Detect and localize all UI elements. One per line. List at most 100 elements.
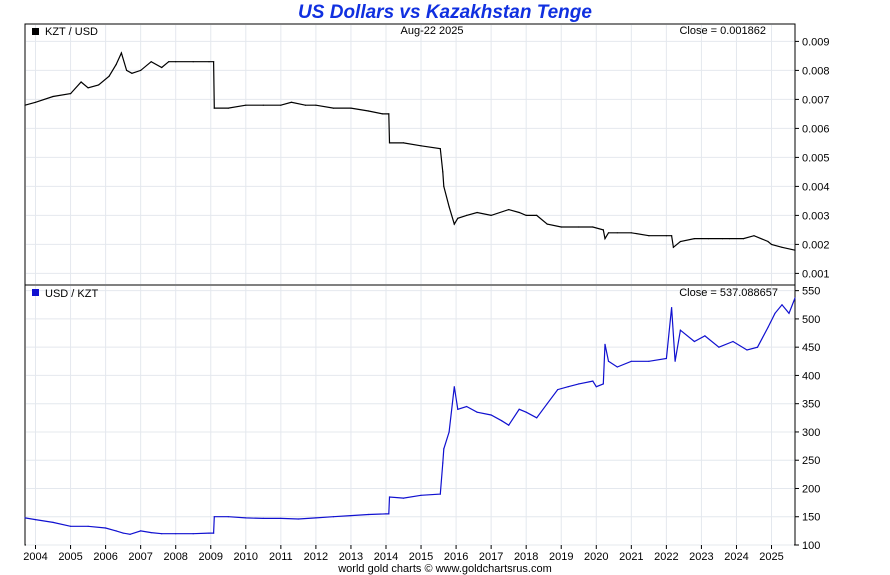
usd-kzt-data-point — [245, 517, 247, 519]
y-tick-label: 0.001 — [802, 268, 830, 280]
kzt-usd-data-point — [457, 217, 459, 219]
kzt-usd-data-point — [604, 238, 606, 240]
usd-kzt-data-point — [280, 517, 282, 520]
kzt-usd-data-point — [24, 104, 26, 106]
kzt-usd-data-point — [161, 66, 163, 69]
usd-kzt-data-point — [192, 533, 194, 535]
kzt-usd-data-point — [131, 72, 133, 74]
y-tick-label: 0.002 — [802, 239, 830, 251]
kzt-usd-data-point — [767, 240, 769, 243]
y-tick-label: 250 — [802, 455, 820, 467]
usd-kzt-data-point — [388, 496, 391, 498]
kzt-usd-data-point — [794, 249, 796, 251]
kzt-usd-data-point — [304, 104, 306, 106]
kzt-usd-data-point — [490, 214, 492, 216]
usd-kzt-data-point — [546, 403, 548, 405]
usd-kzt-data-point — [781, 304, 783, 306]
kzt-usd-data-point — [592, 226, 594, 228]
usd-kzt-data-point — [536, 417, 538, 419]
usd-kzt-data-point — [674, 360, 676, 362]
usd-kzt-data-point — [616, 366, 618, 368]
kzt-usd-data-point — [150, 61, 152, 63]
x-tick-label: 2025 — [759, 551, 783, 563]
top-panel-y-axis: 0.001 0.002 0.003 0.004 0.005 0.006 0.007 0.008… — [795, 36, 830, 280]
kzt-usd-data-point — [560, 226, 562, 228]
x-tick-label: 2004 — [23, 551, 47, 563]
x-tick-label: 2017 — [479, 551, 503, 563]
usd-kzt-data-point — [350, 515, 352, 517]
usd-kzt-data-point — [70, 525, 72, 527]
usd-kzt-data-point — [140, 530, 142, 532]
kzt-usd-data-point — [442, 171, 444, 173]
usd-kzt-data-point — [122, 532, 124, 534]
kzt-usd-data-point — [439, 148, 441, 150]
kzt-usd-data-point — [52, 95, 54, 98]
usd-kzt-data-point — [420, 494, 422, 496]
kzt-usd-data-point — [140, 69, 142, 71]
usd-kzt-data-point — [602, 383, 604, 385]
usd-kzt-data-point — [457, 408, 459, 410]
y-tick-label: 200 — [802, 483, 820, 495]
usd-kzt-data-point — [665, 357, 668, 360]
kzt-usd-data-point — [388, 113, 390, 115]
kzt-usd-data-point — [770, 243, 773, 245]
kzt-usd-data-point — [448, 206, 450, 208]
usd-kzt-data-point — [453, 386, 455, 388]
top-panel-grid — [26, 25, 794, 284]
usd-kzt-data-point — [297, 518, 299, 520]
kzt-usd-data-point — [671, 235, 673, 237]
x-tick-label: 2008 — [163, 551, 187, 563]
kzt-usd-data-point — [315, 104, 317, 106]
usd-kzt-data-point — [87, 525, 89, 527]
kzt-usd-data-point — [466, 214, 468, 216]
kzt-usd-data-point — [350, 107, 352, 109]
usd-kzt-data-point — [213, 516, 215, 518]
usd-kzt-data-point — [718, 346, 720, 348]
usd-kzt-legend-swatch — [32, 289, 39, 296]
usd-kzt-close-label: Close = 537.088657 — [679, 287, 778, 299]
kzt-usd-data-point — [108, 75, 110, 77]
kzt-usd-data-point — [420, 145, 422, 147]
kzt-usd-data-point — [508, 209, 510, 211]
kzt-usd-data-point — [388, 142, 391, 144]
usd-kzt-data-point — [175, 533, 177, 535]
usd-kzt-data-point — [518, 408, 520, 410]
usd-kzt-data-point — [595, 386, 597, 388]
kzt-usd-data-point — [80, 81, 82, 83]
usd-kzt-data-point — [439, 493, 441, 495]
usd-kzt-data-point — [161, 533, 163, 535]
kzt-usd-data-point — [175, 61, 177, 63]
kzt-usd-data-point — [728, 238, 731, 240]
usd-kzt-data-point — [115, 530, 117, 532]
x-axis: 2004 2005 2006 2007 2008 2009 2010 2011 2012 2013… — [23, 545, 784, 563]
kzt-usd-data-point — [721, 238, 724, 240]
y-tick-label: 0.003 — [802, 210, 830, 222]
kzt-usd-data-point — [402, 142, 405, 144]
y-tick-label: 400 — [802, 370, 820, 382]
x-tick-label: 2018 — [514, 551, 538, 563]
usd-kzt-legend-label: USD / KZT — [45, 288, 98, 300]
usd-kzt-data-point — [315, 517, 317, 519]
kzt-usd-data-point — [280, 104, 282, 106]
kzt-usd-data-point — [290, 101, 292, 103]
usd-kzt-data-point — [679, 329, 682, 331]
usd-kzt-data-point — [466, 405, 468, 408]
kzt-usd-data-point — [443, 185, 445, 187]
usd-kzt-data-point — [501, 420, 503, 422]
kzt-usd-data-point — [120, 52, 122, 54]
x-tick-label: 2019 — [549, 551, 573, 563]
kzt-usd-data-point — [630, 232, 632, 234]
kzt-usd-data-point — [616, 232, 618, 234]
kzt-usd-data-point — [781, 246, 783, 248]
y-tick-label: 0.006 — [802, 123, 830, 135]
x-tick-label: 2006 — [93, 551, 117, 563]
usd-kzt-data-point — [704, 335, 706, 337]
x-tick-label: 2012 — [304, 551, 328, 563]
kzt-usd-data-point — [525, 214, 527, 216]
usd-kzt-series-line — [24, 297, 796, 535]
kzt-usd-legend-label: KZT / USD — [45, 26, 98, 38]
usd-kzt-data-point — [525, 411, 527, 413]
kzt-usd-data-point — [70, 93, 72, 95]
usd-kzt-data-point — [24, 517, 26, 519]
